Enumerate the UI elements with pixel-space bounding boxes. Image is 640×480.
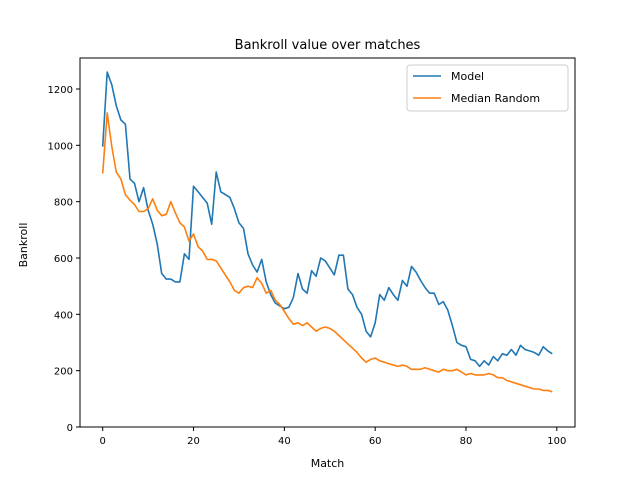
y-tick-label: 0 xyxy=(67,423,73,434)
x-tick-label: 100 xyxy=(547,436,566,447)
x-tick-label: 20 xyxy=(187,436,200,447)
series-group xyxy=(101,71,553,393)
x-axis-label: Match xyxy=(311,457,345,470)
x-tick-label: 60 xyxy=(369,436,382,447)
chart-title: Bankroll value over matches xyxy=(235,38,421,53)
y-tick-label: 200 xyxy=(54,367,73,378)
y-tick-label: 400 xyxy=(54,310,73,321)
legend-label: Model xyxy=(451,70,484,83)
y-axis-label: Bankroll xyxy=(17,223,30,268)
series-line-median-random xyxy=(101,112,553,393)
x-tick-label: 0 xyxy=(100,436,106,447)
y-axis: 0 200 400 600 800 1000 1200 xyxy=(48,85,80,434)
x-axis: 0 20 40 60 80 100 xyxy=(100,427,566,447)
legend-label: Median Random xyxy=(451,92,540,105)
y-tick-label: 600 xyxy=(54,254,73,265)
series-line-model xyxy=(101,71,553,368)
plot-area xyxy=(79,57,576,428)
y-tick-label: 800 xyxy=(54,198,73,209)
y-tick-label: 1000 xyxy=(48,141,73,152)
legend: Model Median Random xyxy=(406,64,569,112)
plot-border xyxy=(79,57,576,428)
y-tick-label: 1200 xyxy=(48,85,73,96)
legend-box xyxy=(406,64,569,112)
x-tick-label: 40 xyxy=(278,436,291,447)
x-tick-label: 80 xyxy=(460,436,473,447)
